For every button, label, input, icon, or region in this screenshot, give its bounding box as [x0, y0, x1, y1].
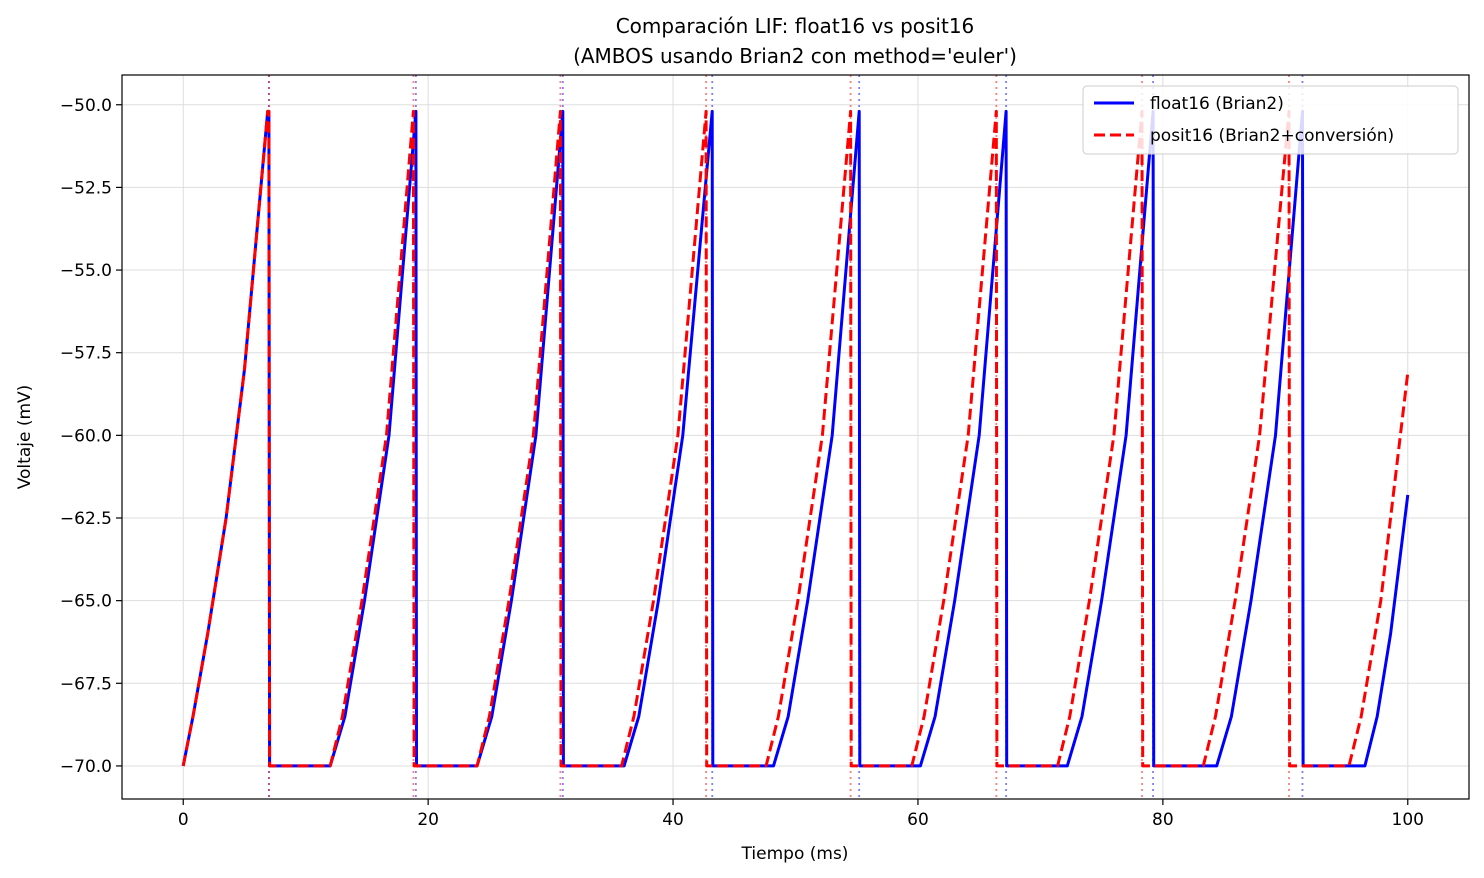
y-tick-label: −52.5 — [60, 178, 112, 198]
y-tick-label: −62.5 — [60, 509, 112, 529]
y-tick-label: −60.0 — [60, 426, 112, 446]
legend-float16-label: float16 (Brian2) — [1150, 94, 1284, 114]
x-axis-label: Tiempo (ms) — [741, 844, 849, 864]
chart-subtitle: (AMBOS usando Brian2 con method='euler') — [573, 44, 1017, 68]
x-tick-label: 0 — [178, 810, 189, 830]
series-lines — [181, 109, 1410, 768]
y-tick-label: −65.0 — [60, 592, 112, 612]
y-axis: −70.0 −67.5 −65.0 −62.5 −60.0 −57.5 −55.0 −52.5… — [60, 96, 122, 777]
y-tick-label: −57.5 — [60, 344, 112, 364]
y-axis-label: Voltaje (mV) — [15, 385, 35, 490]
series-line-float16 — [181, 109, 1410, 768]
y-tick-label: −67.5 — [60, 674, 112, 694]
legend-box — [1082, 85, 1459, 155]
plot-area-frame — [121, 74, 1470, 800]
x-tick-label: 100 — [1392, 810, 1424, 830]
series-line-posit16 — [181, 109, 1410, 768]
y-tick-label: −70.0 — [60, 757, 112, 777]
x-tick-label: 80 — [1152, 810, 1174, 830]
legend: float16 (Brian2) posit16 (Brian2+convers… — [1082, 85, 1459, 155]
x-tick-label: 40 — [662, 810, 684, 830]
chart-title: Comparación LIF: float16 vs posit16 — [616, 14, 975, 38]
legend-posit16-label: posit16 (Brian2+conversión) — [1150, 126, 1394, 146]
x-tick-label: 20 — [417, 810, 439, 830]
x-axis: 0 20 40 60 80 100 — [178, 799, 1424, 830]
y-tick-label: −50.0 — [60, 96, 112, 116]
y-tick-label: −55.0 — [60, 261, 112, 281]
x-tick-label: 60 — [907, 810, 929, 830]
